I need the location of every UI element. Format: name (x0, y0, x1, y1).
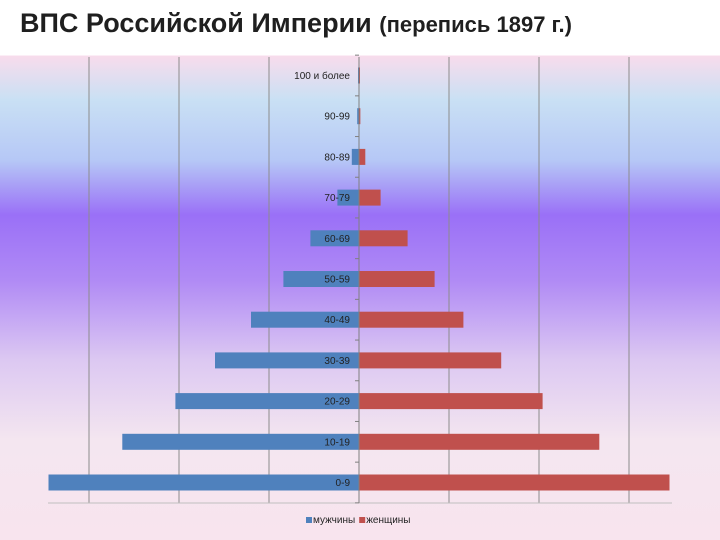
legend-swatch (359, 517, 366, 523)
category-label: 80-89 (324, 152, 350, 163)
legend-label: мужчины (313, 515, 355, 526)
bar-men-60-69 (310, 230, 359, 247)
bar-men-20-29 (175, 393, 359, 410)
bars (48, 67, 670, 491)
bar-women-10-19 (359, 433, 600, 450)
bar-women-50-59 (359, 271, 435, 287)
bar-women-30-39 (359, 352, 502, 369)
bar-men-80-89 (351, 148, 359, 165)
category-labels: 0-9 10-19 20-29 30-39 40-49 50-59 60-69 70-79 80… (294, 70, 350, 489)
bar-men-0-9 (48, 474, 359, 491)
category-label: 100 и более (294, 70, 350, 82)
category-label: 60-69 (324, 234, 350, 245)
category-label: 40-49 (324, 315, 350, 326)
bar-women-0-9 (359, 474, 670, 491)
bar-women-40-49 (359, 311, 464, 328)
category-label: 30-39 (324, 356, 350, 367)
legend-label: женщины (366, 515, 410, 526)
bar-men-30-39 (215, 352, 359, 369)
legend: мужчины женщины (306, 515, 410, 526)
category-label: 70-79 (324, 193, 350, 204)
category-label: 90-99 (324, 112, 350, 123)
bar-men-10-19 (122, 433, 359, 450)
bar-men-70-79 (337, 189, 359, 206)
bar-women-70-79 (359, 189, 381, 206)
bar-men-50-59 (283, 271, 359, 287)
category-label: 10-19 (324, 437, 350, 448)
bar-women-20-29 (359, 393, 543, 410)
bar-women-90-99 (359, 108, 361, 125)
page-title: ВПС Российской Империи (перепись 1897 г.… (20, 8, 710, 39)
bar-men-40-49 (251, 311, 359, 328)
legend-swatch (306, 517, 312, 523)
title-sub: (перепись 1897 г.) (379, 12, 572, 37)
grid-lines (48, 57, 672, 504)
category-label: 0-9 (336, 478, 351, 489)
category-axis (355, 54, 360, 504)
bar-women-80-89 (359, 148, 366, 165)
bar-men-90-99 (357, 108, 359, 125)
category-label: 20-29 (324, 397, 350, 408)
bar-women-60-69 (359, 230, 408, 247)
category-label: 50-59 (324, 275, 350, 286)
title-main: ВПС Российской Империи (20, 8, 372, 38)
